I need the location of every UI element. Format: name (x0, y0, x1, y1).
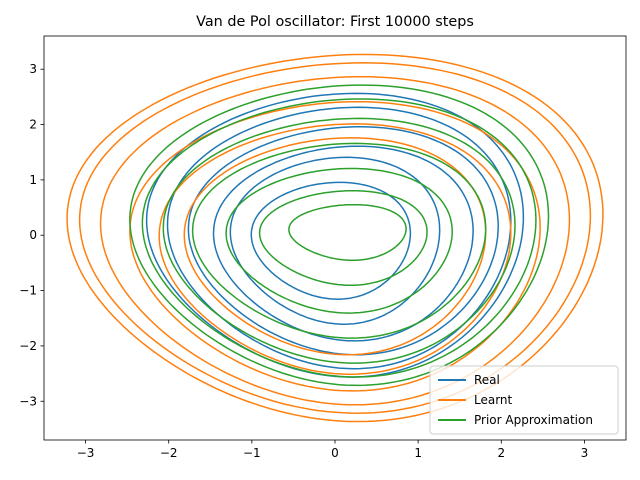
series-line (187, 126, 499, 356)
plot-area (66, 53, 604, 423)
y-tick-label: −2 (19, 339, 37, 353)
y-tick-label: 0 (29, 228, 37, 242)
x-tick-label: 1 (414, 446, 422, 460)
series-line (183, 137, 487, 356)
series-line (145, 92, 525, 378)
series-line (258, 189, 428, 287)
series-line (162, 117, 516, 364)
series-line (288, 203, 407, 262)
y-tick-label: −3 (19, 394, 37, 408)
legend-label: Learnt (474, 393, 513, 407)
legend-frame (429, 365, 619, 435)
x-tick-label: −1 (243, 446, 261, 460)
x-tick-label: 3 (581, 446, 589, 460)
legend-label: Real (474, 373, 500, 387)
series-real (145, 92, 525, 378)
y-tick-label: 1 (29, 173, 37, 187)
y-tick-label: −1 (19, 284, 37, 298)
x-tick-label: 0 (331, 446, 339, 460)
x-tick-label: 2 (497, 446, 505, 460)
legend: Real Learnt Prior Approximation (429, 365, 619, 435)
series-line (191, 142, 487, 339)
series-line (158, 123, 512, 375)
series-line (99, 75, 571, 406)
chart-title: Van de Pol oscillator: First 10000 steps (196, 14, 474, 30)
series-line (212, 145, 474, 342)
series-line (225, 167, 453, 314)
legend-label: Prior Approximation (474, 413, 593, 427)
series-line (141, 98, 537, 378)
series-prior-approximation (129, 84, 550, 387)
series-line (129, 100, 541, 392)
x-tick-label: −2 (160, 446, 178, 460)
y-tick-label: 3 (29, 62, 37, 76)
y-tick-label: 2 (29, 118, 37, 132)
x-tick-label: −3 (77, 446, 95, 460)
series-line (250, 181, 412, 300)
x-axis: −3 −2 −1 0 1 2 3 (77, 440, 589, 460)
series-line (229, 156, 441, 325)
y-axis: −3 −2 −1 0 1 2 3 (19, 62, 44, 408)
series-line (166, 106, 512, 370)
